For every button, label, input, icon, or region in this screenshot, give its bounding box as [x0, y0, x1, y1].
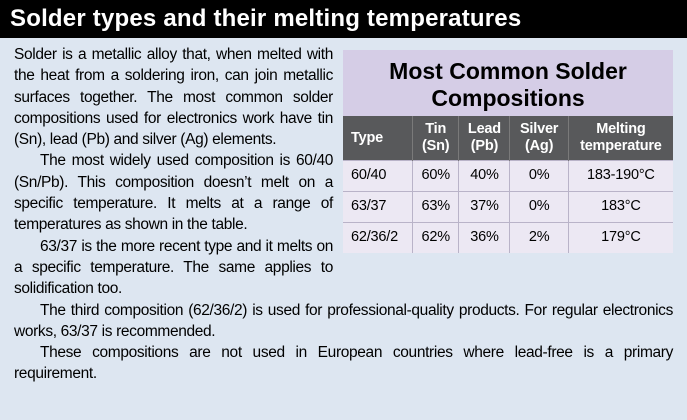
table-cell: 63% — [412, 191, 460, 223]
table-cell: 62% — [412, 222, 460, 253]
table-title: Most Common Solder Compositions — [343, 50, 673, 116]
table: Type Tin (Sn) Lead (Pb) Silver (Ag) Melt… — [343, 116, 673, 253]
table-cell: 183°C — [568, 191, 673, 223]
header-row: Type Tin (Sn) Lead (Pb) Silver (Ag) Melt… — [343, 116, 673, 161]
table-cell: 60% — [412, 160, 460, 192]
table-row: 60/40 60% 40% 0% 183-190°C — [343, 160, 673, 192]
column-header: Lead (Pb) — [458, 116, 511, 161]
paragraph: These compositions are not used in Europ… — [14, 344, 673, 383]
table-box: Most Common Solder Compositions Type Tin… — [343, 50, 673, 253]
table-cell: 37% — [458, 191, 511, 223]
table-cell: 36% — [458, 222, 511, 253]
paragraph: Solder is a metallic alloy that, when me… — [14, 46, 333, 149]
table-cell: 60/40 — [343, 160, 414, 192]
table-cell: 183-190°C — [568, 160, 673, 192]
article: Most Common Solder Compositions Type Tin… — [0, 38, 687, 385]
paragraph: The most widely used composition is 60/4… — [14, 152, 333, 234]
column-header: Melting temperature — [568, 116, 673, 161]
column-header: Silver (Ag) — [509, 116, 569, 161]
table-cell: 62/36/2 — [343, 222, 414, 253]
table-cell: 179°C — [568, 222, 673, 253]
column-header: Type — [343, 116, 414, 161]
table-cell: 40% — [458, 160, 511, 192]
table-row: 63/37 63% 37% 0% 183°C — [343, 191, 673, 223]
column-header: Tin (Sn) — [412, 116, 460, 161]
paragraph: 63/37 is the more recent type and it mel… — [14, 237, 333, 298]
table-cell: 63/37 — [343, 191, 414, 223]
table-row: 62/36/2 62% 36% 2% 179°C — [343, 222, 673, 253]
table-cell: 2% — [509, 222, 569, 253]
table-cell: 0% — [509, 160, 569, 192]
header-title: Solder types and their melting temperatu… — [0, 0, 687, 38]
table-cell: 0% — [509, 191, 569, 223]
paragraph: The third composition (62/36/2) is used … — [14, 301, 673, 340]
